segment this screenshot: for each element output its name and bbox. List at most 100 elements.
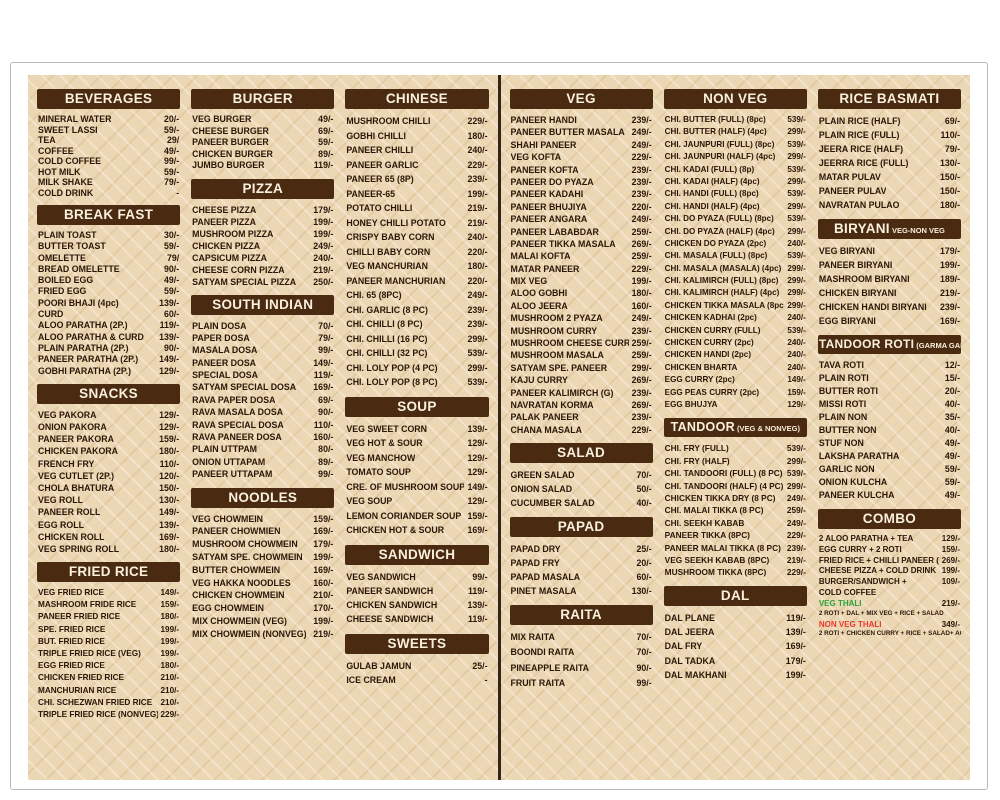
section-header-break-fast: BREAK FAST [37,205,181,225]
menu-item: CHI. LOLY POP (8 PC) 539/- [345,375,488,390]
item-price: 159/- [159,434,180,445]
item-name: PANEER ANGARA [510,214,588,225]
item-price: 239/- [467,174,488,184]
menu-item: PALAK PANEER 239/- [510,411,653,423]
item-name: HONEY CHILLI POTATO [346,217,446,228]
section-title: TANDOOR ROTI [818,337,915,351]
menu-item: CHICKEN DO PYAZA (2pc) 240/- [664,238,807,250]
item-price: 219/- [941,598,961,608]
item-price: 229/- [160,709,180,719]
item-name: CRISPY BABY CORN [346,232,435,242]
item-price: 25/- [636,544,652,555]
item-name: ALOO PARATHA & CURD [38,331,144,342]
item-name: VEG CHOWMEIN [192,513,264,524]
item-price: 229/- [786,530,806,541]
item-name: CHEESE PIZZA [192,204,257,215]
item-price: 59/- [164,166,180,177]
item-price: 349/- [941,619,961,629]
item-name: CHICKEN HOT & SOUR [346,525,445,535]
item-name: CHI. FRY (FULL) [664,443,729,454]
item-name: VEG SWEET CORN [346,423,427,434]
item-price: - [176,187,180,198]
item-name: CHICKEN DO PYAZA (2pc) [664,238,767,248]
menu-item: GOBHI PARATHA (2P.) 129/- [37,366,180,377]
menu-item: PANEER PAKORA 159/- [37,433,180,445]
item-name: VEG MANCHOW [346,452,416,463]
section-title: SWEETS [387,635,447,651]
menu-item: PANEER-65 199/- [345,187,488,202]
item-price: 199/- [160,624,180,634]
item-name: VEG ROLL [38,495,83,506]
section-salad: SALAD GREEN SALAD 70/- ONION SALAD 50/- CUCUM… [509,436,653,510]
menu-item: ONION PAKORA 129/- [37,421,180,433]
item-name: PANEER ROLL [38,507,101,518]
menu-item: EGG BIRYANI 169/- [818,314,961,328]
menu-item: MUSHROOM CURRY 239/- [510,325,653,337]
menu-item: PANEER HANDI 239/- [510,114,653,126]
menu-item: RAVA SPECIAL DOSA 110/- [191,419,334,431]
item-name: CHI. KADAI (FULL) (8p) [664,164,755,174]
item-price: 59/- [318,137,334,147]
item-price: 20/- [944,386,961,396]
item-name: TEA [38,135,56,145]
item-price: 99/- [318,345,334,356]
menu-item: CHI. TANDOORI (FULL) (8 PC) 539/- [664,467,807,479]
item-price: 150/- [939,186,961,196]
menu-item: PLAIN TOAST 30/- [37,230,180,241]
item-price: 169/- [159,531,180,542]
item-price: 160/- [313,432,334,443]
item-price: 90/- [164,342,180,353]
item-price: 40/- [636,498,652,509]
menu-item: PANEER BIRYANI 199/- [818,258,961,272]
menu-item: PANEER DO PYAZA 239/- [510,176,653,188]
menu-item: DAL MAKHANI 199/- [664,668,807,682]
item-price: 150/- [159,482,180,493]
menu-item: BURGER/SANDWICH + 109/- [818,577,961,588]
item-price: 170/- [313,603,334,614]
menu-item: PANEER PIZZA 199/- [191,216,334,228]
item-name: RAVA MASALA DOSA [192,407,284,418]
section-header-beverages: BEVERAGES [37,89,181,109]
item-price: 240/- [467,232,488,242]
item-price: 59/- [944,464,961,474]
item-name: CHI. DO PYAZA (FULL) (8pc) [664,214,774,224]
item-name: CHI. MALAI TIKKA (8 PC) [664,505,764,516]
item-price: 229/- [631,152,652,163]
menu-item: CHI. 65 (8PC) 249/- [345,288,488,303]
item-price: 539/- [787,189,806,199]
item-price: 269/- [941,555,961,565]
item-name: PLAIN UTTPAM [192,444,258,455]
item-name: ALOO JEERA [510,300,568,311]
item-name: CHI. JAUNPURI (FULL) (8pc) [664,139,775,149]
item-name: CHI. CHILLI (32 PC) [346,348,428,358]
section-title: SOUP [397,398,437,414]
item-name: PANEER CHILLI [346,145,414,155]
item-price: 89/- [318,148,334,159]
item-price: 249/- [313,240,334,251]
menu-item: GULAB JAMUN 25/- [345,659,488,673]
item-name: PANEER DO PYAZA [510,176,594,187]
section-snacks: SNACKS VEG PAKORA 129/- ONION PAKORA 129/- PA… [37,377,181,555]
menu-item: MIX RAITA 70/- [510,630,653,645]
item-name: 2 ALOO PARATHA + TEA [818,534,914,543]
item-name: ONION PAKORA [38,422,107,433]
item-name: VEG SEEKH KABAB (8PC) [664,554,770,565]
menu-item: VEG SOUP 129/- [345,494,488,509]
item-name: CHICKEN FRIED RICE [38,673,124,683]
item-name: BREAD OMELETTE [38,263,120,274]
item-price: 130/- [939,158,961,168]
menu-item: CHI. FRY (HALF) 299/- [664,455,807,467]
menu-item: MANCHURIAN RICE 210/- [37,685,180,697]
item-name: DAL JEERA [664,626,715,637]
item-name: PANEER SANDWICH [346,585,434,596]
menu-item: KAJU CURRY 269/- [510,374,653,386]
item-price: 119/- [159,320,180,331]
menu-item: CHI. DO PYAZA (HALF) (4pc) 299/- [664,226,807,238]
item-price: 220/- [467,246,488,257]
menu-item: MUSHROOM 2 PYAZA 249/- [510,312,653,324]
menu-item: DAL PLANE 119/- [664,611,807,625]
item-name: PLAIN NON [818,412,868,422]
menu-item: BUTTER TOAST 59/- [37,241,180,252]
item-name: CHICKEN CURRY (FULL) [664,325,761,335]
item-price: 40/- [944,399,961,409]
